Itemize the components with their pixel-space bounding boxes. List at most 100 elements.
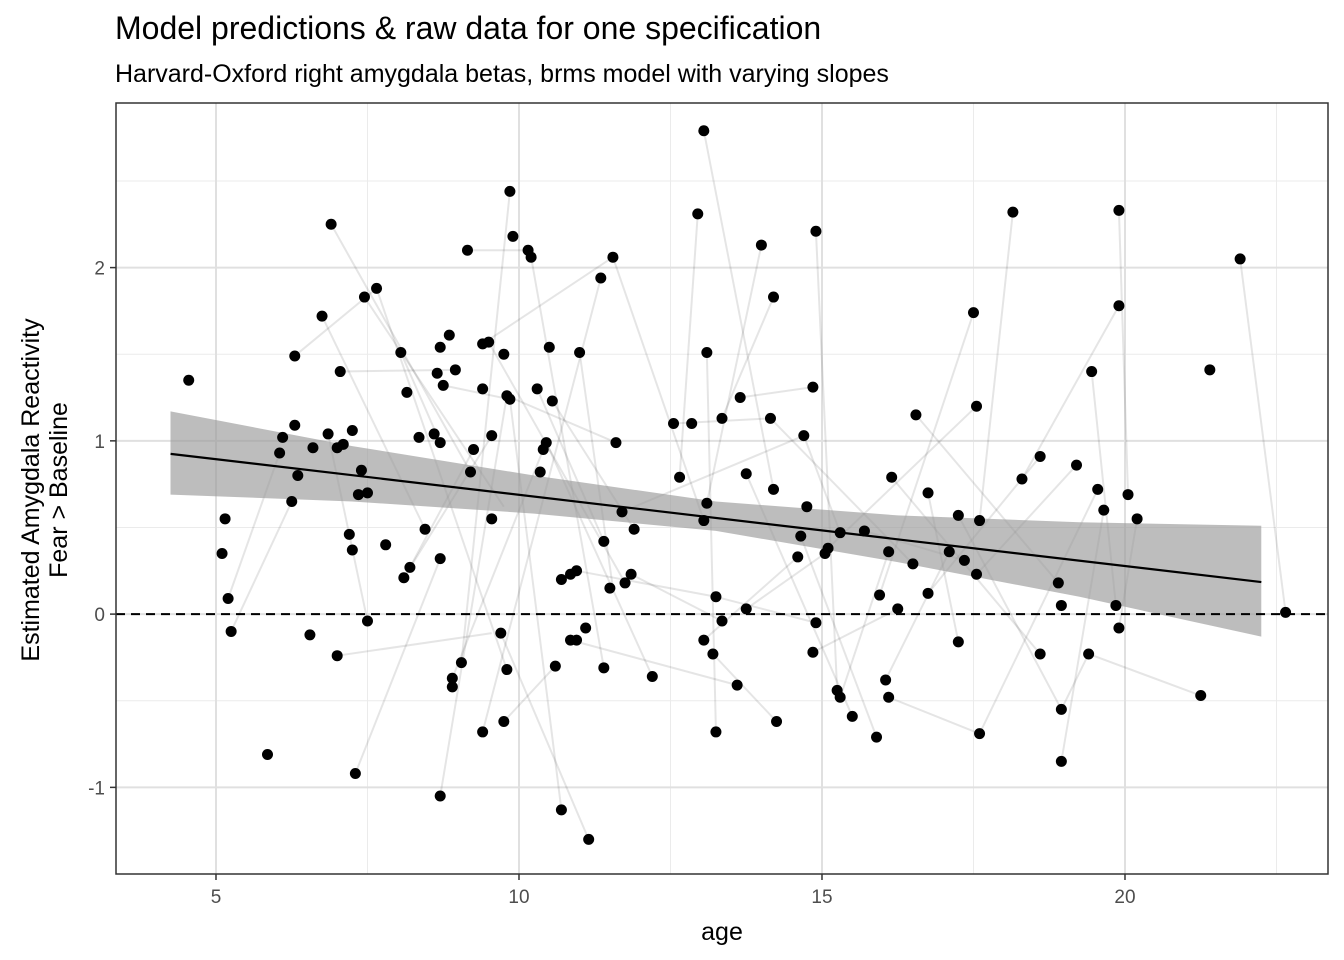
data-point [183, 374, 195, 386]
subject-trajectory-line [712, 653, 778, 723]
data-point [483, 336, 495, 348]
data-point [1234, 253, 1246, 265]
data-point [807, 646, 819, 658]
subject-trajectory-line [337, 632, 492, 657]
data-point [225, 625, 237, 637]
data-point [943, 546, 955, 558]
data-point [610, 437, 622, 449]
data-point [886, 471, 898, 483]
data-point [646, 670, 658, 682]
data-point [352, 489, 364, 501]
data-point [277, 431, 289, 443]
data-point [486, 513, 498, 525]
data-point [504, 393, 516, 405]
data-point [219, 513, 231, 525]
data-point [922, 587, 934, 599]
data-point [419, 523, 431, 535]
y-axis-title-line-2: Fear > Baseline [45, 402, 73, 578]
data-point [358, 291, 370, 303]
data-point [571, 565, 583, 577]
data-point [846, 710, 858, 722]
data-point [607, 251, 619, 263]
data-point [668, 418, 680, 430]
data-point [686, 418, 698, 430]
data-point [880, 674, 892, 686]
subject-trajectory-line [576, 569, 717, 598]
data-point [967, 307, 979, 319]
data-point [413, 431, 425, 443]
subject-trajectory-line [1060, 653, 1090, 710]
data-point [543, 341, 555, 353]
data-point [616, 506, 628, 518]
data-point [355, 464, 367, 476]
data-point [710, 726, 722, 738]
data-point [1007, 206, 1019, 218]
data-point [907, 558, 919, 570]
plot-panel: 5 10 15 20 -1 0 1 2 [88, 102, 1329, 908]
data-point [361, 615, 373, 627]
subject-trajectory-line [888, 696, 980, 735]
data-point [1086, 366, 1098, 378]
subject-trajectory-line [578, 352, 614, 589]
subject-trajectory-line [799, 535, 878, 738]
data-point [701, 346, 713, 358]
data-point [465, 466, 477, 478]
data-point [549, 660, 561, 672]
data-point [307, 442, 319, 454]
data-point [461, 244, 473, 256]
data-point [361, 487, 373, 499]
credible-interval-ribbon [170, 411, 1262, 637]
data-point [971, 568, 983, 580]
data-point [1092, 483, 1104, 495]
data-point [501, 664, 513, 676]
data-point [701, 497, 713, 509]
data-point [395, 346, 407, 358]
data-point [583, 833, 595, 845]
subject-trajectory-line [740, 386, 814, 399]
subject-trajectory-line [230, 501, 293, 632]
data-point [810, 617, 822, 629]
data-point [834, 691, 846, 703]
data-point [974, 515, 986, 527]
data-point [477, 383, 489, 395]
data-point [289, 350, 301, 362]
subject-trajectory-line [399, 352, 442, 443]
data-point [1055, 599, 1067, 611]
data-point [604, 582, 616, 594]
data-point [1131, 513, 1143, 525]
data-point [216, 547, 228, 559]
data-point [498, 716, 510, 728]
data-point [401, 386, 413, 398]
data-point [495, 627, 507, 639]
data-point [952, 636, 964, 648]
data-point [1034, 648, 1046, 660]
subject-trajectory-line [721, 296, 775, 419]
data-point [795, 530, 807, 542]
subject-trajectory-line [354, 558, 442, 774]
subject-trajectory-line [443, 384, 511, 401]
data-point [598, 535, 610, 547]
data-point [477, 726, 489, 738]
subject-trajectory-line [506, 394, 617, 444]
data-point [807, 381, 819, 393]
subject-trajectory-line [745, 552, 826, 610]
data-point [707, 648, 719, 660]
data-point [455, 657, 467, 669]
data-point [1280, 606, 1292, 618]
data-point [971, 400, 983, 412]
data-point [716, 412, 728, 424]
y-tick-label: 0 [94, 605, 105, 626]
data-point [434, 437, 446, 449]
subject-trajectory-line [814, 231, 839, 691]
data-point [1016, 473, 1028, 485]
data-point [822, 542, 834, 554]
data-point [910, 409, 922, 421]
data-point [619, 577, 631, 589]
data-point [555, 573, 567, 585]
y-tick-label: 2 [94, 259, 105, 280]
data-point [1110, 599, 1122, 611]
data-point [274, 447, 286, 459]
data-point [222, 593, 234, 605]
data-point [443, 329, 455, 341]
subject-trajectory-line [978, 212, 1014, 521]
